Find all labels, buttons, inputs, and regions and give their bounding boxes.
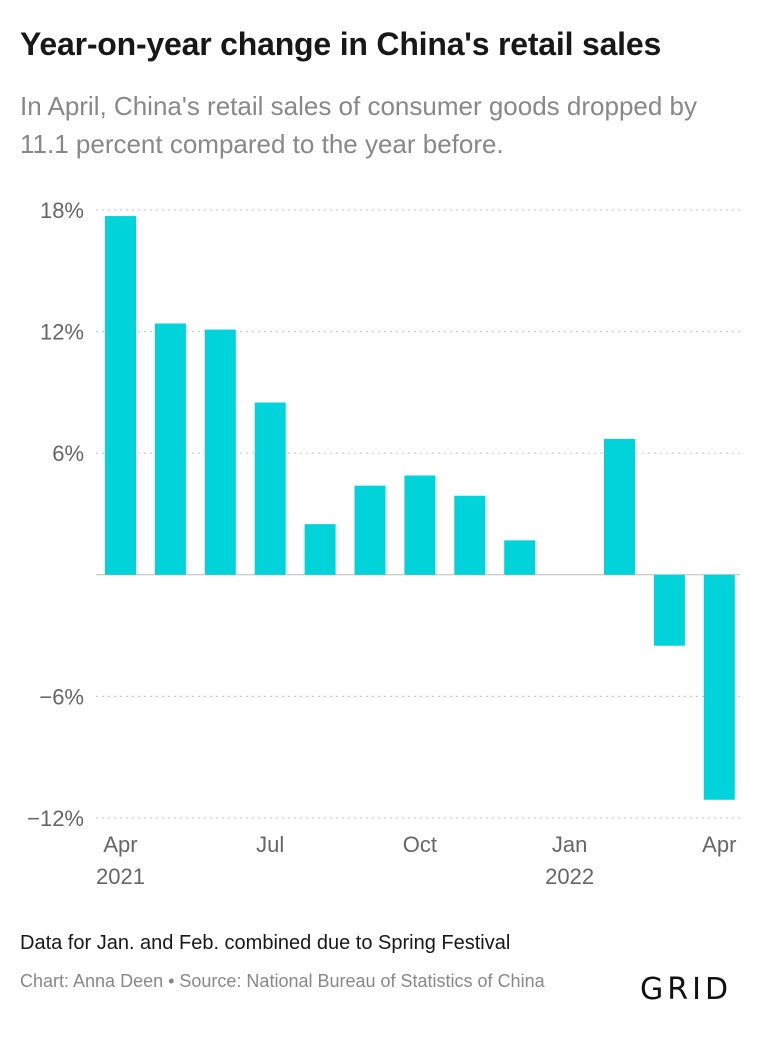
bar [154, 323, 186, 575]
bar [604, 439, 635, 575]
bar [354, 485, 386, 575]
x-tick-year-label: 2021 [96, 864, 145, 889]
y-tick-label: −6% [39, 684, 84, 709]
x-tick-label: Apr [103, 832, 137, 857]
x-tick-year-label: 2022 [545, 864, 594, 889]
footnote: Data for Jan. and Feb. combined due to S… [20, 932, 511, 954]
y-tick-label: 12% [40, 320, 84, 345]
chart-title: Year-on-year change in China's retail sa… [20, 26, 662, 62]
bar [454, 495, 486, 575]
bar [404, 475, 436, 575]
x-tick-label: Apr [702, 832, 736, 857]
bar [653, 574, 685, 646]
bar [703, 574, 735, 800]
y-tick-label: −12% [27, 806, 84, 831]
x-tick-label: Jul [256, 832, 284, 857]
source-credit: Chart: Anna Deen • Source: National Bure… [20, 971, 545, 991]
bar-chart: 18% 12% 6% −6% −12% Apr 2021 Jul Oct Jan 2022 Apr [27, 198, 740, 889]
x-tick-label: Jan [552, 832, 587, 857]
bar [105, 216, 136, 575]
x-tick-label: Oct [403, 832, 437, 857]
bar [304, 524, 336, 575]
bar [204, 329, 236, 575]
y-tick-label: 18% [40, 198, 84, 223]
bar [254, 402, 286, 575]
bar [504, 540, 536, 575]
y-tick-label: 6% [52, 441, 84, 466]
chart-subtitle: In April, China's retail sales of consum… [20, 91, 698, 159]
grid-logo: GRID [640, 972, 733, 1007]
